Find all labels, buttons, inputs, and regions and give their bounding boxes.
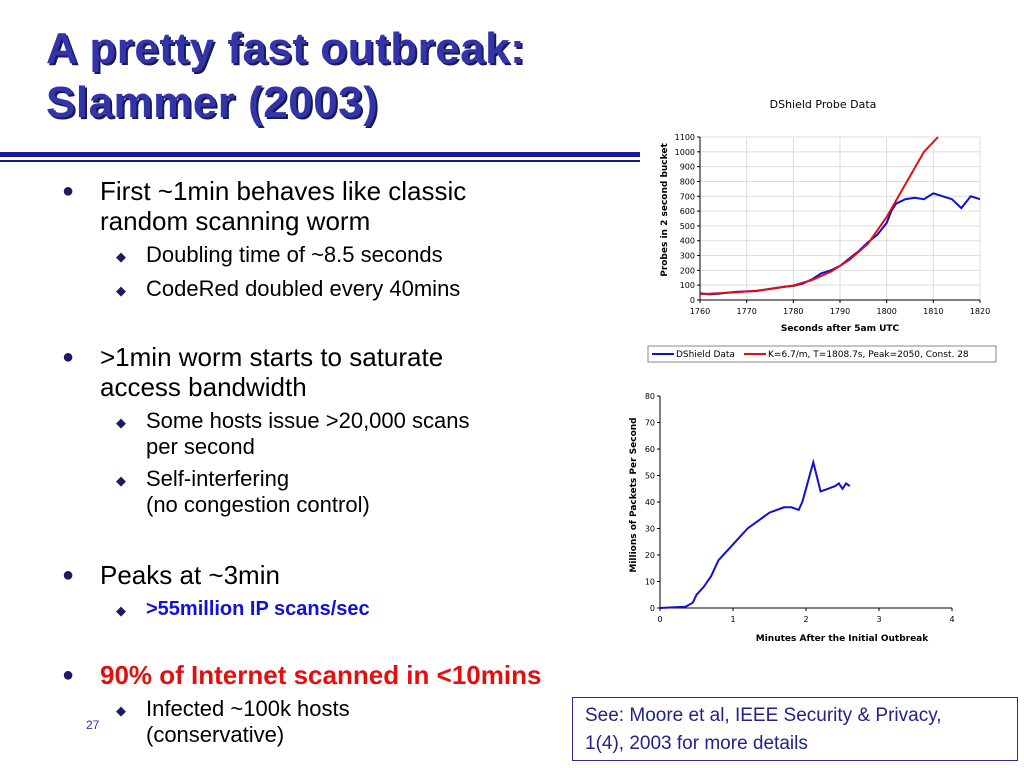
bullet-item: ● >1min worm starts to saturate access b… — [62, 342, 622, 402]
y-tick-label: 600 — [680, 207, 695, 216]
y-tick-label: 0 — [690, 296, 695, 305]
bullet-item: ● First ~1min behaves like classic rando… — [62, 176, 622, 236]
x-tick-label: 4 — [949, 615, 954, 624]
x-tick-label: 1780 — [783, 307, 803, 316]
y-tick-label: 100 — [680, 281, 695, 290]
y-tick-label: 400 — [680, 237, 695, 246]
x-tick-label: 1820 — [970, 307, 990, 316]
bullet-text: First ~1min behaves like classic — [100, 176, 467, 206]
diamond-bullet-icon: ◆ — [116, 415, 126, 430]
chart-background — [622, 382, 968, 650]
y-tick-label: 1000 — [675, 148, 695, 157]
sub-bullet-item: ◆ CodeRed doubled every 40mins — [62, 276, 622, 302]
sub-bullet-text: (conservative) — [146, 722, 285, 747]
legend-label-model: K=6.7/m, T=1808.7s, Peak=2050, Const. 28 — [768, 350, 969, 360]
legend-label-dshield: DShield Data — [676, 350, 735, 360]
diamond-bullet-icon: ◆ — [116, 603, 126, 618]
x-tick-label: 1790 — [830, 307, 850, 316]
bullet-text: Peaks at ~3min — [100, 560, 280, 590]
y-tick-label: 10 — [645, 578, 655, 587]
sub-bullet-item: ◆ Some hosts issue >20,000 scans per sec… — [62, 408, 622, 460]
page-number: 27 — [86, 718, 100, 732]
title-rule — [0, 152, 660, 157]
x-tick-label: 0 — [657, 615, 662, 624]
y-tick-label: 1100 — [675, 133, 695, 142]
bullet-group-4: ● 90% of Internet scanned in <10mins ◆ I… — [62, 660, 702, 748]
sub-bullet-text: CodeRed doubled every 40mins — [146, 276, 461, 301]
bullet-text: access bandwidth — [100, 372, 307, 402]
sub-bullet-item: ◆ Infected ~100k hosts (conservative) — [62, 696, 702, 748]
y-axis-label: Probes in 2 second bucket — [660, 143, 670, 277]
bullet-dot-icon: ● — [62, 346, 75, 368]
chart-title: DShield Probe Data — [770, 98, 877, 111]
y-tick-label: 30 — [645, 525, 655, 534]
diamond-bullet-icon: ◆ — [116, 473, 126, 488]
bullet-dot-icon: ● — [62, 180, 75, 202]
series-line-0 — [659, 458, 851, 609]
bullet-dot-icon: ● — [62, 664, 75, 686]
sub-bullet-text: Self-interfering — [146, 466, 290, 491]
bullet-group-1: ● First ~1min behaves like classic rando… — [62, 176, 622, 302]
x-axis-label: Minutes After the Initial Outbreak — [756, 634, 929, 644]
y-tick-label: 40 — [645, 498, 655, 507]
reference-line-2: 1(4), 2003 for more details — [585, 733, 808, 754]
y-tick-label: 800 — [680, 177, 695, 186]
sub-bullet-text: Some hosts issue >20,000 scans — [146, 408, 470, 433]
x-tick-label: 1760 — [690, 307, 710, 316]
x-tick-label: 1 — [730, 615, 735, 624]
diamond-bullet-icon: ◆ — [116, 249, 126, 264]
y-tick-label: 50 — [645, 472, 655, 481]
x-axis-label: Seconds after 5am UTC — [781, 324, 900, 334]
x-tick-label: 2 — [803, 615, 808, 624]
reference-line-1: See: Moore et al, IEEE Security & Privac… — [585, 705, 942, 726]
sub-bullet-item: ◆ Self-interfering (no congestion contro… — [62, 466, 622, 518]
x-tick-label: 1810 — [923, 307, 943, 316]
x-tick-label: 3 — [876, 615, 881, 624]
bullet-group-3: ● Peaks at ~3min ◆ >55million IP scans/s… — [62, 560, 622, 622]
sub-bullet-text: Infected ~100k hosts — [146, 696, 350, 721]
x-tick-label: 1770 — [736, 307, 756, 316]
slide-title: A pretty fast outbreak: Slammer (2003) — [46, 22, 525, 130]
reference-box: See: Moore et al, IEEE Security & Privac… — [572, 697, 1018, 761]
bullet-dot-icon: ● — [62, 564, 75, 586]
bullet-text: random scanning worm — [100, 206, 371, 236]
sub-bullet-text: Doubling time of ~8.5 seconds — [146, 242, 443, 267]
title-rule-thin — [0, 160, 660, 162]
title-line-2: Slammer (2003) — [46, 78, 379, 127]
series-line-1 — [699, 136, 939, 296]
bullet-item: ● Peaks at ~3min — [62, 560, 622, 590]
bullet-group-2: ● >1min worm starts to saturate access b… — [62, 342, 622, 518]
sub-bullet-text: per second — [146, 434, 255, 459]
y-tick-label: 200 — [680, 266, 695, 275]
chart-background — [640, 90, 1024, 380]
diamond-bullet-icon: ◆ — [116, 283, 126, 298]
bullet-text: >1min worm starts to saturate — [100, 342, 444, 372]
packets-per-second-chart: 0 10 20 30 40 50 60 70 80 0 1 2 3 4 Minutes After the… — [622, 382, 968, 650]
y-tick-label: 0 — [650, 604, 655, 613]
title-line-1: A pretty fast outbreak: — [46, 24, 526, 73]
sub-bullet-text: >55million IP scans/sec — [146, 598, 370, 620]
sub-bullet-text: (no congestion control) — [146, 492, 370, 517]
y-tick-label: 60 — [645, 445, 655, 454]
y-tick-label: 70 — [645, 419, 655, 428]
bullet-item: ● 90% of Internet scanned in <10mins — [62, 660, 702, 690]
bullet-text: 90% of Internet scanned in <10mins — [100, 660, 542, 690]
dshield-probe-chart: DShield Probe Data 0 100 200 300 400 500 600 70… — [640, 90, 1024, 380]
y-tick-label: 20 — [645, 551, 655, 560]
sub-bullet-item: ◆ >55million IP scans/sec — [62, 596, 622, 622]
y-axis-label: Millions of Packets Per Second — [629, 417, 639, 572]
y-tick-label: 500 — [680, 222, 695, 231]
chart-legend: DShield Data K=6.7/m, T=1808.7s, Peak=20… — [647, 345, 997, 363]
diamond-bullet-icon: ◆ — [116, 703, 126, 718]
y-tick-label: 700 — [680, 192, 695, 201]
y-tick-label: 900 — [680, 163, 695, 172]
sub-bullet-item: ◆ Doubling time of ~8.5 seconds — [62, 242, 622, 268]
y-tick-label: 300 — [680, 252, 695, 261]
x-tick-label: 1800 — [876, 307, 896, 316]
y-tick-label: 80 — [645, 392, 655, 401]
